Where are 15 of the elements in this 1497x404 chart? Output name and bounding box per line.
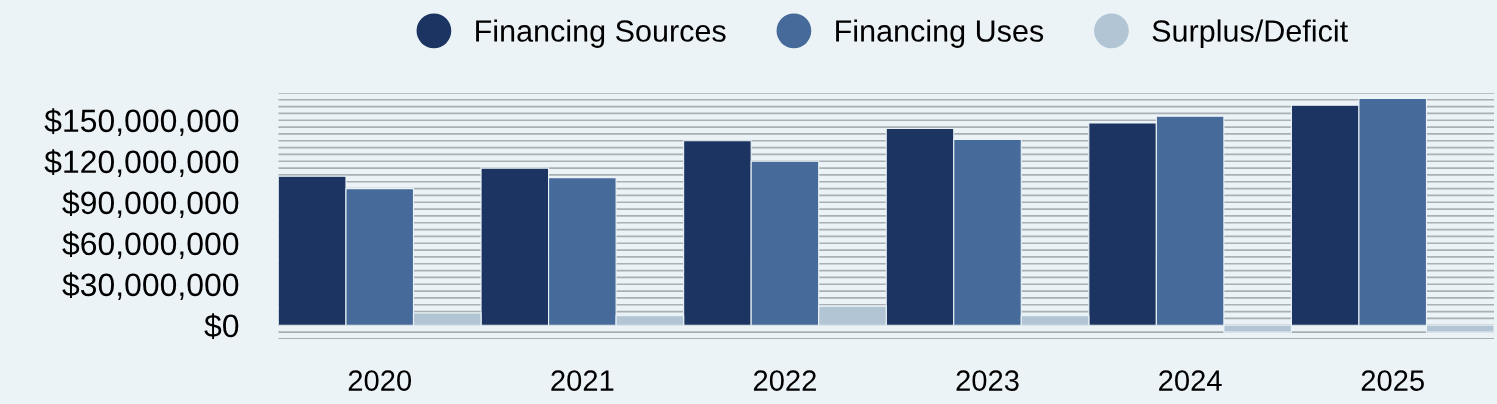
legend-label: Financing Uses (836, 19, 1044, 48)
x-tick-label: 2020 (348, 370, 412, 391)
y-tick-label: $30,000,000 (62, 272, 239, 300)
y-tick-label: $90,000,000 (62, 190, 239, 218)
legend-label: Surplus/Deficit (1152, 19, 1348, 48)
y-tick-label: $120,000,000 (44, 149, 239, 177)
legend-label: Financing Sources (476, 19, 726, 48)
y-tick-label: $150,000,000 (44, 108, 239, 136)
x-tick-label: 2025 (1361, 370, 1424, 391)
y-tick-label: $0 (204, 313, 239, 340)
y-tick-label: $60,000,000 (62, 231, 239, 259)
x-tick-label: 2022 (753, 370, 816, 391)
x-tick-label: 2021 (551, 370, 614, 391)
x-tick-label: 2023 (956, 370, 1019, 391)
x-tick-label: 2024 (1159, 370, 1222, 391)
